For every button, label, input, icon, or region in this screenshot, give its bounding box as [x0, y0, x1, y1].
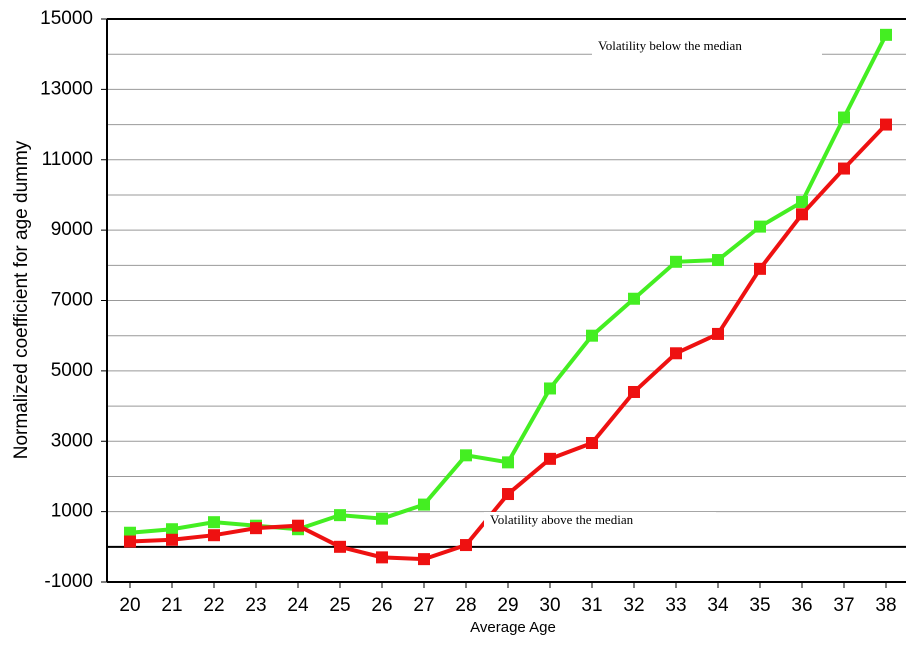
- point-marker: [796, 195, 808, 208]
- y-tick-label: 13000: [40, 78, 93, 99]
- point-marker: [292, 519, 304, 532]
- x-tick-label: 33: [665, 595, 686, 616]
- point-marker: [208, 529, 220, 542]
- point-marker: [166, 523, 178, 536]
- point-marker: [250, 522, 262, 535]
- point-marker: [208, 516, 220, 529]
- point-marker: [376, 512, 388, 525]
- point-marker: [628, 292, 640, 305]
- x-tick-label: 37: [833, 595, 854, 616]
- point-marker: [502, 456, 514, 469]
- x-axis-label: Average Age: [470, 619, 556, 636]
- point-marker: [418, 498, 430, 511]
- point-marker: [838, 111, 850, 124]
- point-marker: [502, 488, 514, 501]
- y-tick-label: 3000: [51, 430, 93, 451]
- annotation-box: [592, 38, 822, 56]
- point-marker: [460, 449, 472, 462]
- y-tick-label: 11000: [42, 149, 93, 170]
- point-marker: [880, 118, 892, 131]
- point-marker: [670, 255, 682, 268]
- point-marker: [334, 509, 346, 522]
- point-marker: [166, 533, 178, 546]
- x-tick-label: 20: [119, 595, 140, 616]
- x-tick-label: 24: [287, 595, 309, 616]
- point-marker: [586, 437, 598, 450]
- series-label: Volatility below the median: [598, 38, 742, 53]
- point-marker: [670, 347, 682, 360]
- point-marker: [880, 28, 892, 41]
- x-tick-label: 28: [455, 595, 476, 616]
- point-marker: [712, 327, 724, 340]
- point-marker: [586, 329, 598, 342]
- x-tick-label: 36: [791, 595, 812, 616]
- x-tick-label: 31: [581, 595, 602, 616]
- point-marker: [544, 452, 556, 465]
- y-tick-label: 9000: [51, 219, 93, 240]
- x-tick-label: 21: [161, 595, 182, 616]
- point-marker: [124, 535, 136, 548]
- point-marker: [418, 553, 430, 566]
- x-tick-label: 38: [875, 595, 896, 616]
- x-tick-label: 27: [413, 595, 434, 616]
- x-tick-label: 34: [707, 595, 729, 616]
- x-tick-label: 30: [539, 595, 560, 616]
- y-tick-label: 15000: [40, 8, 93, 29]
- point-marker: [754, 220, 766, 233]
- y-tick-label: -1000: [44, 571, 93, 592]
- x-tick-label: 26: [371, 595, 392, 616]
- x-tick-label: 35: [749, 595, 770, 616]
- point-marker: [628, 385, 640, 398]
- y-tick-label: 5000: [51, 360, 93, 381]
- x-tick-label: 25: [329, 595, 350, 616]
- y-axis-label: Normalized coefficient for age dummy: [11, 140, 32, 459]
- point-marker: [796, 208, 808, 221]
- point-marker: [544, 382, 556, 395]
- x-tick-label: 32: [623, 595, 644, 616]
- point-marker: [460, 539, 472, 552]
- point-marker: [838, 162, 850, 175]
- point-marker: [754, 262, 766, 275]
- x-tick-label: 23: [245, 595, 266, 616]
- point-marker: [334, 540, 346, 553]
- x-tick-label: 22: [203, 595, 224, 616]
- x-tick-label: 29: [497, 595, 518, 616]
- series-label: Volatility above the median: [490, 512, 634, 527]
- y-tick-label: 7000: [51, 290, 93, 311]
- point-marker: [376, 551, 388, 564]
- point-marker: [712, 254, 724, 267]
- y-tick-label: 1000: [51, 501, 93, 522]
- annotation-box: [484, 512, 716, 530]
